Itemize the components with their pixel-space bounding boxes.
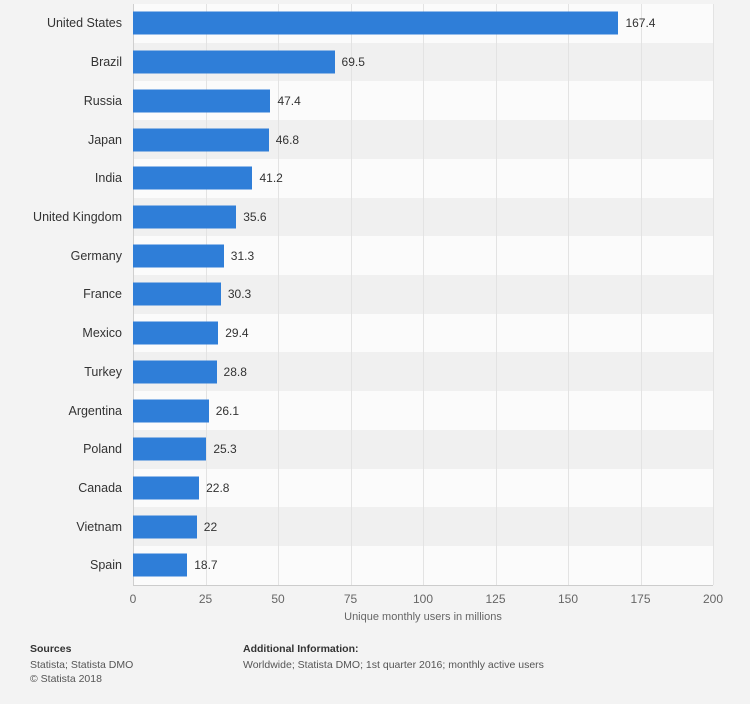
bar	[133, 205, 237, 229]
additional-info-title: Additional Information:	[243, 642, 359, 655]
bar-value-label: 29.4	[225, 326, 249, 341]
category-label: India	[94, 171, 122, 186]
bar-value-label: 18.7	[194, 558, 218, 573]
category-label: Poland	[83, 442, 122, 457]
chart-row: France 30.3	[0, 275, 750, 314]
chart-row: Turkey 28.8	[0, 352, 750, 392]
chart-footer: Sources Statista; Statista DMO © Statist…	[0, 623, 750, 687]
row-plot-band: 41.2	[133, 158, 713, 198]
bar	[133, 128, 269, 152]
footer-additional-info: Additional Information: Worldwide; Stati…	[243, 643, 544, 673]
chart-row: Russia 47.4	[0, 81, 750, 121]
x-tick-label: 150	[557, 591, 579, 606]
chart-row: Brazil 69.5	[0, 42, 750, 82]
chart-row: Poland 25.3	[0, 429, 750, 469]
bar	[133, 244, 224, 268]
row-plot-band: 26.1	[133, 391, 713, 430]
category-label: Japan	[87, 132, 122, 147]
x-tick-label: 50	[271, 591, 285, 606]
bar-value-label: 46.8	[275, 132, 300, 147]
category-label: Vietnam	[76, 519, 122, 534]
bar	[133, 166, 253, 190]
bar-chart: United States 167.4 Brazil 69.5 Russia 4…	[0, 4, 750, 623]
bar-value-label: 69.5	[341, 55, 365, 70]
row-plot-band: 28.8	[133, 352, 713, 392]
category-label: Spain	[90, 558, 122, 573]
chart-row: India 41.2	[0, 158, 750, 198]
chart-row: Canada 22.8	[0, 468, 750, 508]
row-plot-band: 22	[133, 507, 713, 547]
x-tick-label: 75	[343, 591, 358, 606]
copyright-line: © Statista 2018	[30, 673, 102, 686]
row-plot-band: 46.8	[133, 120, 713, 159]
chart-row: Mexico 29.4	[0, 313, 750, 353]
category-label: Canada	[78, 480, 122, 495]
sources-title: Sources	[30, 642, 72, 655]
bar	[133, 11, 619, 35]
additional-info-line: Worldwide; Statista DMO; 1st quarter 201…	[243, 658, 544, 671]
category-label: Argentina	[68, 403, 122, 418]
chart-row: United Kingdom 35.6	[0, 197, 750, 237]
x-tick-label: 175	[630, 591, 651, 606]
chart-row: Japan 46.8	[0, 120, 750, 159]
bar-value-label: 28.8	[223, 364, 247, 379]
bar-value-label: 47.4	[277, 93, 301, 108]
category-label: United Kingdom	[33, 209, 122, 224]
row-plot-band: 18.7	[133, 546, 713, 585]
bar-value-label: 22	[203, 519, 218, 534]
category-label: Russia	[83, 93, 122, 108]
x-tick-label: 0	[129, 591, 137, 606]
bar	[133, 437, 207, 461]
bar	[133, 515, 197, 539]
row-plot-band: 69.5	[133, 42, 713, 82]
bar	[133, 476, 200, 500]
chart-row: United States 167.4	[0, 4, 750, 43]
category-label: Turkey	[84, 364, 122, 379]
x-tick-label: 200	[702, 591, 724, 606]
bar	[133, 50, 335, 74]
row-plot-band: 22.8	[133, 468, 713, 508]
bar	[133, 89, 271, 113]
bar-value-label: 35.6	[243, 209, 267, 224]
bar	[133, 282, 221, 306]
bar-value-label: 30.3	[227, 287, 252, 302]
category-label: Mexico	[82, 326, 122, 341]
bar	[133, 360, 217, 384]
x-tick-label: 100	[412, 591, 434, 606]
row-plot-band: 29.4	[133, 313, 713, 353]
x-axis-title: Unique monthly users in millions	[344, 610, 502, 623]
sources-line: Statista; Statista DMO	[30, 658, 134, 671]
plot-area: United States 167.4 Brazil 69.5 Russia 4…	[0, 4, 750, 585]
bar-value-label: 22.8	[206, 480, 230, 495]
x-tick-label: 125	[485, 591, 506, 606]
row-plot-band: 30.3	[133, 275, 713, 314]
row-plot-band: 25.3	[133, 429, 713, 469]
bar-value-label: 26.1	[215, 403, 240, 418]
row-plot-band: 31.3	[133, 236, 713, 276]
row-plot-band: 35.6	[133, 197, 713, 237]
bar-value-label: 41.2	[259, 171, 283, 186]
chart-row: Vietnam 22	[0, 507, 750, 547]
category-label: Brazil	[90, 55, 122, 70]
category-label: France	[83, 287, 122, 302]
bar-value-label: 25.3	[213, 442, 237, 457]
chart-row: Argentina 26.1	[0, 391, 750, 430]
row-plot-band: 47.4	[133, 81, 713, 121]
row-plot-band: 167.4	[133, 4, 713, 43]
chart-rows: United States 167.4 Brazil 69.5 Russia 4…	[0, 4, 750, 585]
x-axis: 0 25 50 75 100 125 150 175 200	[129, 584, 723, 610]
chart-row: Germany 31.3	[0, 236, 750, 276]
x-tick-label: 25	[198, 591, 213, 606]
bar	[133, 321, 219, 345]
bar	[133, 399, 209, 423]
bar	[133, 553, 188, 577]
category-label: Germany	[70, 248, 122, 263]
bar-value-label: 31.3	[230, 248, 255, 263]
bar-value-label: 167.4	[625, 16, 656, 31]
category-label: United States	[46, 16, 122, 31]
footer-sources: Sources Statista; Statista DMO © Statist…	[30, 643, 243, 687]
chart-row: Spain 18.7	[0, 546, 750, 585]
